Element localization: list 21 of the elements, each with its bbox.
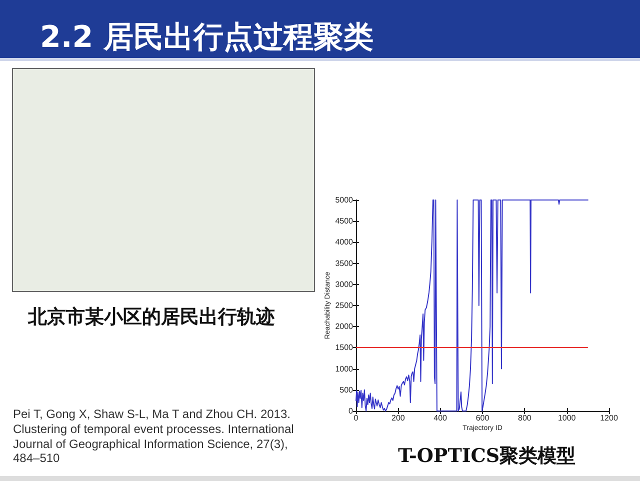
x-tick-label: 1200 (600, 414, 618, 422)
text: T-OPTICS聚类模型 (398, 444, 576, 469)
y-tick-label: 4500 (335, 216, 354, 226)
x-tick-label: 400 (434, 414, 448, 422)
y-tick-label: 2000 (335, 322, 354, 332)
y-tick-label: 4000 (335, 238, 354, 247)
x-tick-label: 1000 (558, 414, 576, 422)
x-tick-label: 200 (391, 414, 406, 422)
y-tick-label: 2500 (335, 301, 354, 310)
chart-title: 2.2 居民出行点过程聚类 (40, 19, 374, 57)
y-tick-label: 3500 (335, 258, 354, 268)
text: Pei T, Gong X, Shaw S-L, Ma T and Zhou CH. 2013. Clustering of temporal event processes. International Journal of Geographical Information Science, 27(3), 484–510 (13, 407, 295, 466)
y-tick-label: 1500 (335, 343, 354, 352)
x-tick-label: 600 (476, 414, 490, 422)
y-tick-label: 1000 (335, 364, 354, 374)
x-tick-label: 800 (518, 414, 532, 422)
y-tick-label: 5000 (335, 196, 354, 204)
y-tick-label: 500 (340, 385, 354, 394)
text: 北京市某小区的居民出行轨迹 (28, 305, 275, 330)
y-tick-label: 3000 (335, 280, 354, 289)
y-tick-label: 0 (348, 406, 354, 416)
